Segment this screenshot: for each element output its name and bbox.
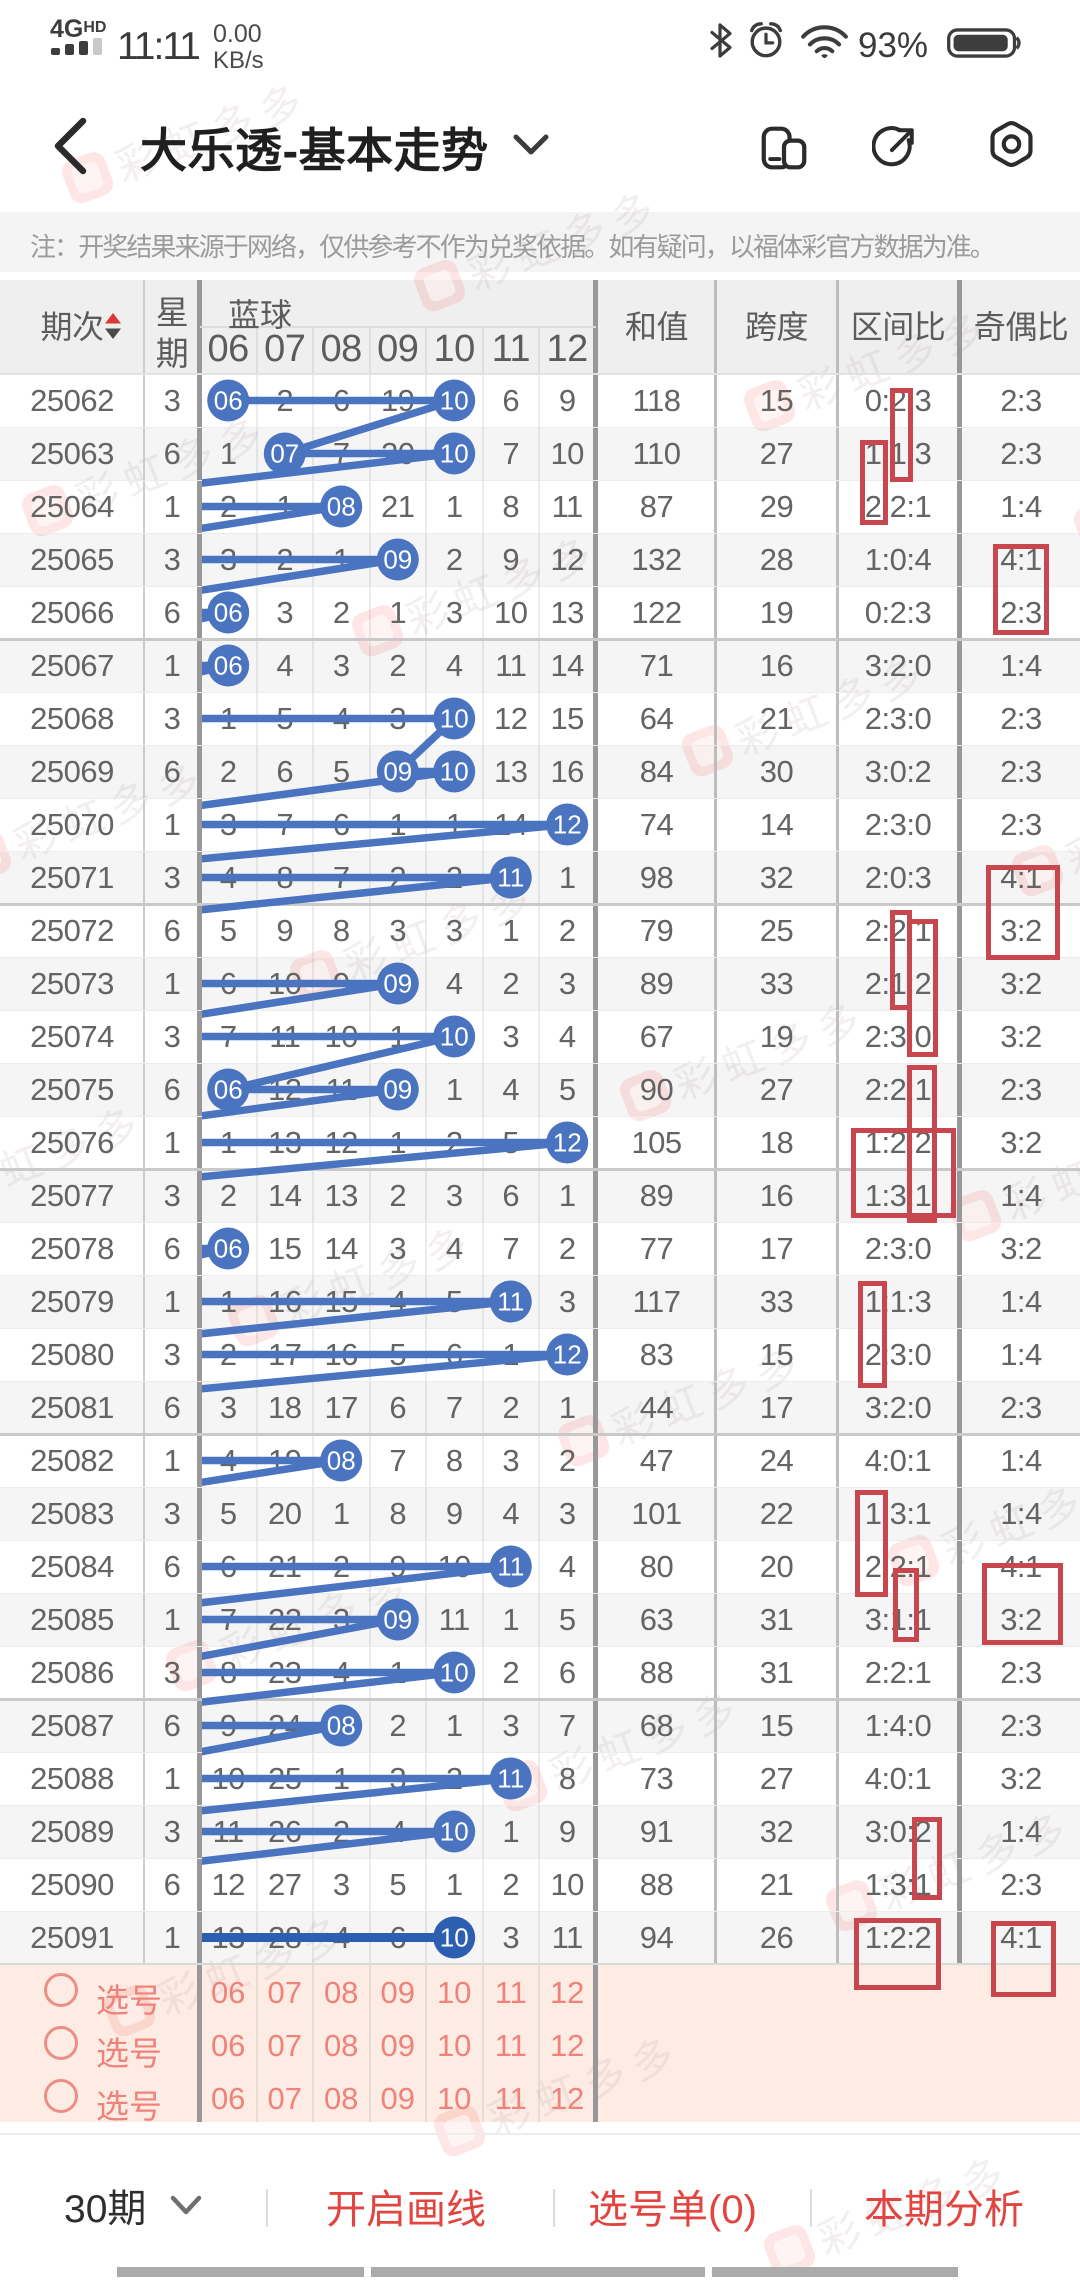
svg-text:10: 10 xyxy=(440,386,469,416)
svg-text:06: 06 xyxy=(214,651,243,681)
svg-text:10: 10 xyxy=(440,1923,469,1953)
svg-text:09: 09 xyxy=(383,757,412,787)
svg-text:06: 06 xyxy=(214,1234,243,1264)
svg-text:10: 10 xyxy=(440,1658,469,1688)
svg-text:08: 08 xyxy=(327,1711,356,1741)
svg-text:10: 10 xyxy=(440,1817,469,1847)
svg-text:12: 12 xyxy=(553,810,582,840)
svg-text:12: 12 xyxy=(553,1340,582,1370)
svg-text:08: 08 xyxy=(327,492,356,522)
svg-text:06: 06 xyxy=(214,386,243,416)
svg-text:11: 11 xyxy=(497,863,524,893)
svg-text:08: 08 xyxy=(327,1446,356,1476)
svg-text:11: 11 xyxy=(497,1287,524,1317)
svg-text:12: 12 xyxy=(553,1128,582,1158)
svg-text:10: 10 xyxy=(440,439,469,469)
svg-text:06: 06 xyxy=(214,598,243,628)
svg-text:11: 11 xyxy=(497,1764,524,1794)
svg-text:09: 09 xyxy=(383,545,412,575)
svg-text:10: 10 xyxy=(440,757,469,787)
svg-text:10: 10 xyxy=(440,1022,469,1052)
svg-text:10: 10 xyxy=(440,704,469,734)
svg-text:06: 06 xyxy=(214,1075,243,1105)
svg-text:11: 11 xyxy=(497,1552,524,1582)
svg-text:09: 09 xyxy=(383,1605,412,1635)
svg-text:09: 09 xyxy=(383,969,412,999)
svg-text:07: 07 xyxy=(270,439,299,469)
svg-text:09: 09 xyxy=(383,1075,412,1105)
